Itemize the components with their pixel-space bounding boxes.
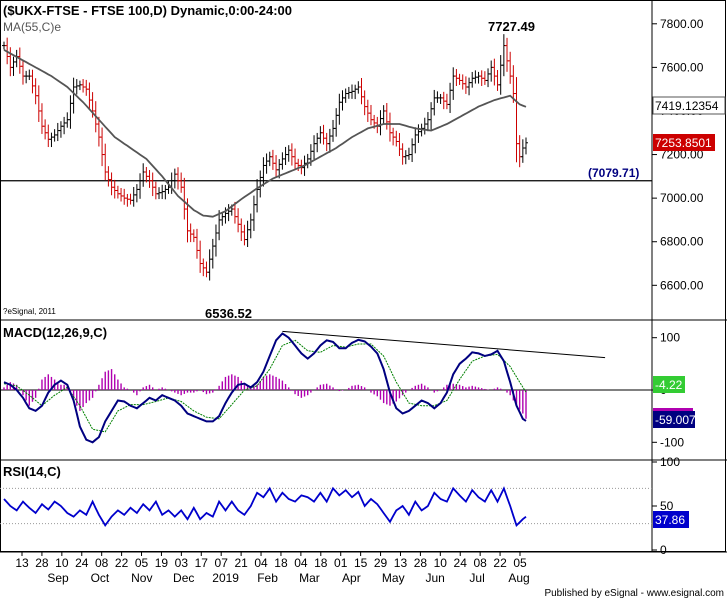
rsi-value-box (653, 511, 689, 528)
macd-title: MACD(12,26,9,C) (3, 325, 107, 340)
time-month-label: Mar (299, 571, 320, 585)
rsi-tick-label: 50 (660, 499, 674, 513)
time-axis: 13 28 10 24 08 22 05 19 03 17 07 21 04 18 04 18 01 15 29 13… (15, 552, 530, 585)
price-tick-label: 6600.00 (660, 278, 704, 292)
time-day-label: 24 (75, 556, 89, 570)
footer-credit: Published by eSignal - www.esignal.com (544, 588, 724, 599)
time-day-label: 10 (434, 556, 448, 570)
copyright-text: ?eSignal, 2011 (3, 307, 56, 316)
price-tick-label: 7800.00 (660, 17, 704, 31)
rsi-title: RSI(14,C) (3, 464, 61, 479)
rsi-line (3, 486, 527, 528)
time-day-label: 08 (95, 556, 109, 570)
macd-histogram (3, 369, 527, 419)
time-day-label: 29 (374, 556, 388, 570)
macd-panel: -1000100 (0, 330, 684, 449)
ma-line (3, 49, 527, 218)
low-label: 6536.52 (205, 306, 252, 321)
time-day-label: 19 (155, 556, 169, 570)
chart-title: ($UKX-FTSE - FTSE 100,D) Dynamic,0:00-24… (3, 3, 292, 18)
macd-value-box (653, 411, 695, 428)
ma-value-box (652, 96, 726, 115)
macd-value-label: -59.007 (655, 413, 696, 427)
time-month-label: Nov (131, 571, 152, 585)
rsi-value-label: 37.86 (655, 513, 685, 527)
time-day-label: 13 (394, 556, 408, 570)
time-day-label: 24 (454, 556, 468, 570)
time-month-label: Jul (469, 571, 484, 585)
time-day-label: 05 (513, 556, 527, 570)
price-bar (524, 137, 528, 155)
macd-tick-label: -100 (660, 435, 684, 449)
time-day-label: 01 (334, 556, 348, 570)
time-day-label: 10 (55, 556, 69, 570)
time-month-label: Apr (342, 571, 361, 585)
time-day-label: 08 (473, 556, 487, 570)
time-day-label: 21 (234, 556, 248, 570)
time-day-label: 07 (215, 556, 229, 570)
time-month-label: May (382, 571, 405, 585)
signal-value-box (653, 376, 685, 393)
time-day-label: 03 (175, 556, 189, 570)
price-tick-label: 6800.00 (660, 235, 704, 249)
macd-trendline (282, 330, 606, 359)
time-month-label: Oct (91, 571, 110, 585)
time-day-label: 04 (294, 556, 308, 570)
time-day-label: 05 (135, 556, 149, 570)
ma-value-label: 7419.12354 (655, 99, 719, 113)
price-value-box (653, 134, 715, 151)
time-month-label: Aug (508, 571, 529, 585)
time-day-label: 17 (195, 556, 209, 570)
macd-line (3, 332, 527, 444)
time-month-label: Dec (173, 571, 194, 585)
signal-value-label: -4.22 (655, 378, 683, 392)
time-day-label: 22 (115, 556, 129, 570)
time-day-label: 22 (493, 556, 507, 570)
time-month-label: Sep (47, 571, 69, 585)
price-tick-label: 7600.00 (660, 60, 704, 74)
macd-tick-label: 100 (660, 331, 680, 345)
time-day-label: 18 (314, 556, 328, 570)
rsi-panel: 0 50 100 (0, 455, 680, 557)
price-tick-label: 7200.00 (660, 148, 704, 162)
price-value-label: 7253.8501 (655, 136, 712, 150)
time-day-label: 13 (15, 556, 29, 570)
time-day-label: 15 (354, 556, 368, 570)
time-month-label: Jun (426, 571, 445, 585)
high-label: 7727.49 (488, 19, 535, 34)
time-month-label: Feb (257, 571, 278, 585)
support-label: (7079.71) (588, 166, 639, 180)
ma-label: MA(55,C)e (3, 20, 61, 34)
time-month-label: 2019 (212, 571, 239, 585)
rsi-axis: 0 50 100 (652, 455, 680, 557)
time-day-label: 04 (254, 556, 268, 570)
time-day-label: 28 (35, 556, 49, 570)
hist-value-marker (653, 408, 693, 411)
time-day-label: 28 (414, 556, 428, 570)
time-day-label: 18 (274, 556, 288, 570)
rsi-tick-label: 100 (660, 455, 680, 469)
price-tick-label: 7000.00 (660, 191, 704, 205)
rsi-tick-label: 0 (660, 543, 667, 557)
